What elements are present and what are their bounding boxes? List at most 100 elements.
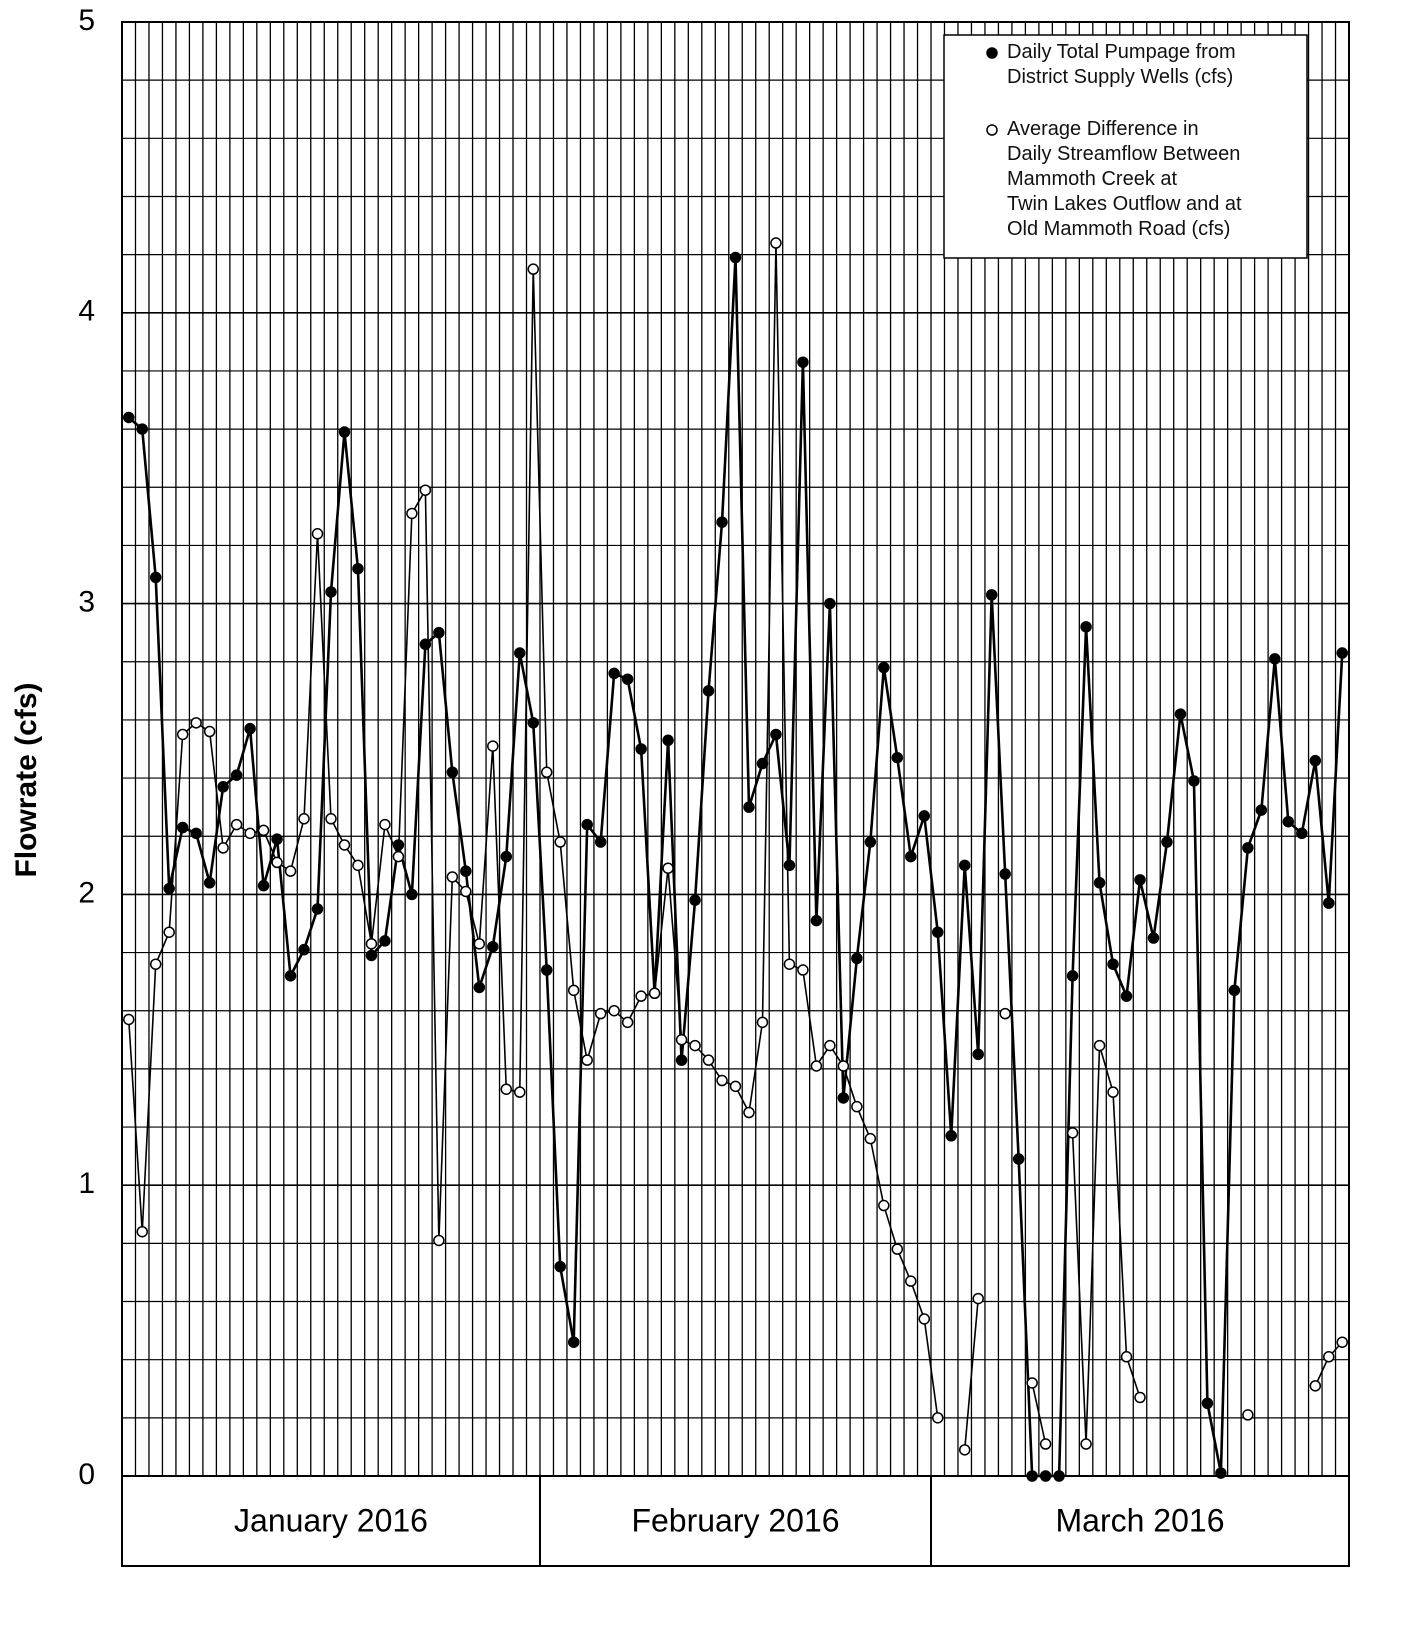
data-point (338, 839, 351, 851)
data-point (1026, 1470, 1038, 1482)
data-point (1080, 1438, 1092, 1450)
data-point (1066, 970, 1079, 982)
data-point (1323, 897, 1335, 909)
data-point (433, 626, 445, 639)
data-point (729, 251, 742, 264)
data-point (1282, 815, 1295, 828)
data-point (203, 725, 216, 738)
data-point (837, 1060, 850, 1072)
x-month-label: March 2016 (1056, 1502, 1225, 1538)
data-point (905, 1275, 917, 1287)
data-point (122, 411, 135, 424)
data-point (1215, 1467, 1227, 1479)
data-point (756, 1016, 769, 1029)
data-point (567, 1336, 580, 1348)
data-point (473, 981, 486, 994)
data-point (621, 1016, 634, 1029)
data-point (1228, 984, 1241, 997)
data-point (932, 926, 944, 938)
data-point (190, 827, 202, 840)
data-point (1309, 754, 1322, 767)
data-point (540, 766, 553, 779)
data-point (824, 1039, 836, 1052)
data-point (352, 859, 364, 872)
data-point (1120, 990, 1133, 1002)
data-point (392, 839, 405, 851)
data-point (298, 813, 310, 825)
data-point (500, 1083, 513, 1095)
data-point (662, 734, 674, 747)
data-point (122, 1013, 135, 1026)
data-point (190, 717, 202, 729)
data-point (1147, 932, 1160, 944)
data-point (176, 728, 189, 741)
data-point (648, 987, 661, 1000)
data-point (716, 516, 728, 528)
data-point (918, 810, 931, 822)
data-point (338, 426, 351, 438)
legend-label: Daily Total Pumpage from District Supply… (1007, 41, 1236, 88)
data-point (527, 717, 539, 729)
data-point (406, 888, 418, 901)
data-point (419, 484, 432, 496)
data-point (1201, 1397, 1214, 1410)
data-point (325, 586, 337, 598)
data-point (1188, 775, 1200, 787)
data-point (1012, 1153, 1025, 1165)
data-point (635, 743, 647, 755)
x-month-label: February 2016 (631, 1502, 839, 1538)
data-point (473, 938, 486, 950)
data-point (608, 1004, 620, 1017)
data-point (851, 1100, 863, 1113)
data-point (284, 970, 297, 982)
data-point (257, 879, 270, 892)
data-point (514, 1086, 526, 1098)
legend-label: Average Difference in Daily Streamflow B… (1007, 118, 1242, 240)
data-point (1053, 1470, 1065, 1482)
data-point (230, 818, 243, 831)
y-tick-label: 2 (78, 876, 95, 909)
data-point (756, 757, 769, 770)
data-point (230, 769, 243, 781)
y-tick-label: 3 (78, 586, 95, 619)
data-point (878, 1199, 890, 1212)
data-point (891, 751, 904, 764)
data-point (891, 1243, 904, 1255)
data-point (1093, 1039, 1106, 1052)
data-point (999, 1007, 1011, 1020)
data-point (203, 877, 216, 889)
data-point (257, 824, 270, 837)
data-point (1323, 1351, 1335, 1363)
legend-marker (986, 47, 998, 59)
data-point (460, 885, 472, 898)
data-point (298, 943, 310, 956)
data-point (1242, 842, 1254, 854)
data-point (284, 865, 297, 877)
data-point (271, 833, 283, 845)
data-point (244, 722, 256, 735)
data-point (689, 894, 701, 906)
data-point (1309, 1380, 1322, 1392)
data-point (244, 827, 256, 840)
data-point (958, 1444, 971, 1456)
data-point (500, 850, 513, 863)
legend-marker (986, 124, 998, 136)
data-point (1026, 1377, 1038, 1389)
data-point (540, 964, 553, 976)
data-point (797, 964, 809, 976)
data-point (972, 1292, 984, 1305)
data-point (325, 813, 337, 825)
data-point (743, 1106, 755, 1119)
data-point (1336, 1336, 1349, 1348)
data-point (365, 938, 378, 950)
data-point (271, 856, 283, 869)
data-point (1296, 827, 1308, 840)
data-point (689, 1039, 701, 1052)
data-point (365, 949, 378, 962)
data-point (1107, 958, 1119, 970)
data-point (783, 958, 796, 970)
data-point (311, 903, 324, 915)
data-point (864, 836, 877, 848)
data-point (419, 638, 432, 651)
